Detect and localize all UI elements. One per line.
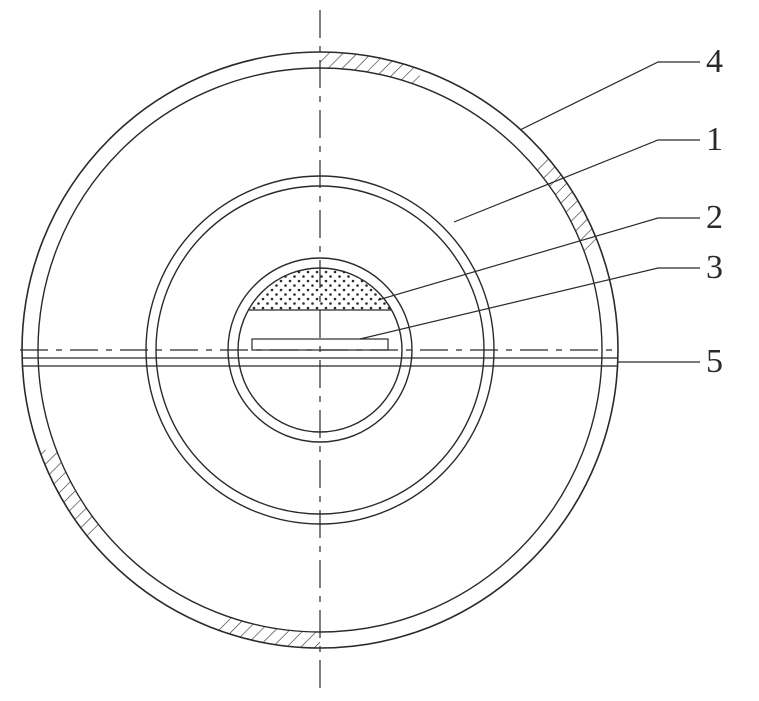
callout-2: 2 — [706, 199, 723, 236]
leader-l3 — [360, 268, 700, 339]
callout-labels: 4 1 2 3 5 — [706, 43, 723, 380]
callout-5: 5 — [706, 343, 723, 380]
callout-1: 1 — [706, 121, 723, 158]
leader-l2 — [378, 218, 700, 300]
leader-lines — [360, 62, 700, 362]
leader-l4 — [520, 62, 700, 130]
cross-section-diagram: 4 1 2 3 5 — [0, 0, 759, 701]
callout-3: 3 — [706, 249, 723, 286]
callout-4: 4 — [706, 43, 723, 80]
